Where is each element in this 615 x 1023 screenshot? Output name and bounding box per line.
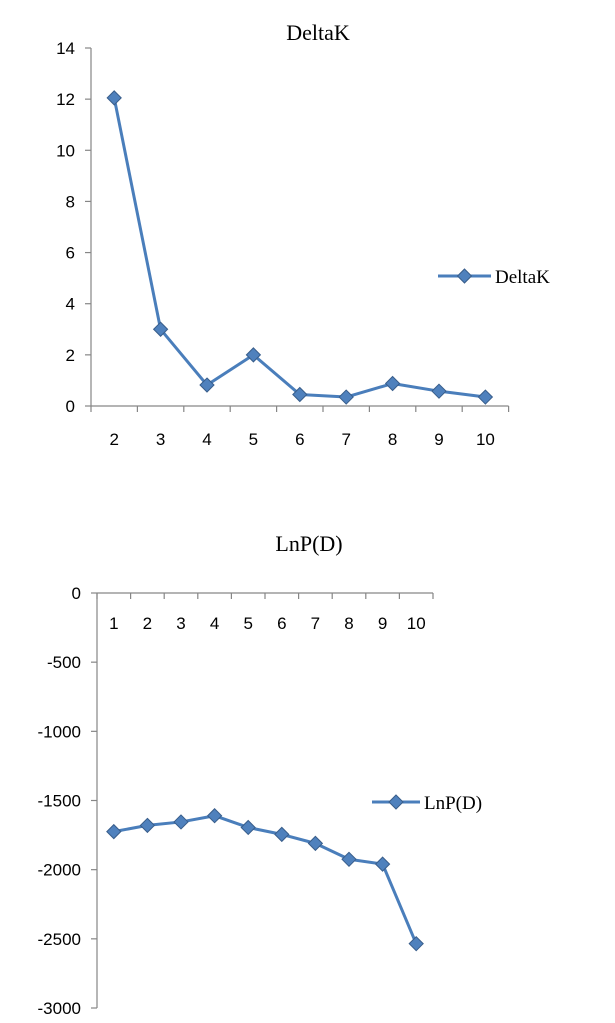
chart-title: LnP(D)	[275, 531, 342, 556]
data-point-marker	[292, 386, 308, 403]
y-tick-label: 8	[66, 192, 75, 211]
data-point-marker	[477, 389, 494, 405]
y-tick-label: 0	[66, 397, 75, 416]
x-tick-label: 9	[378, 614, 387, 633]
x-tick-label: 5	[249, 430, 258, 449]
data-point-marker	[384, 375, 401, 392]
data-point-marker	[274, 826, 290, 843]
x-tick-label: 2	[109, 430, 118, 449]
data-point-marker	[139, 817, 156, 834]
x-tick-label: 2	[143, 614, 152, 633]
x-tick-label: 5	[243, 614, 252, 633]
y-tick-label: -1000	[38, 722, 81, 741]
y-tick-label: 14	[56, 39, 75, 58]
y-tick-label: -2500	[38, 930, 81, 949]
y-tick-label: -2000	[38, 861, 81, 880]
data-point-marker	[106, 823, 122, 840]
x-tick-label: 1	[109, 614, 118, 633]
x-tick-label: 6	[277, 614, 286, 633]
data-point-marker	[206, 808, 223, 824]
legend-swatch-marker	[388, 794, 404, 810]
x-tick-label: 8	[344, 614, 353, 633]
y-tick-label: 0	[72, 584, 81, 603]
x-tick-label: 10	[476, 430, 495, 449]
series-line	[112, 97, 486, 399]
y-tick-label: 10	[56, 141, 75, 160]
x-tick-label: 6	[295, 430, 304, 449]
legend-label: DeltaK	[495, 267, 550, 288]
legend-swatch-marker	[456, 268, 473, 284]
x-tick-label: 7	[311, 614, 320, 633]
legend-label: LnP(D)	[424, 793, 482, 814]
data-point-marker	[152, 321, 169, 337]
y-tick-label: -500	[47, 653, 81, 672]
x-tick-label: 9	[434, 430, 443, 449]
data-point-marker	[106, 90, 122, 106]
y-tick-label: 2	[66, 346, 75, 365]
y-tick-label: 12	[56, 90, 75, 109]
chart-title: DeltaK	[286, 20, 350, 45]
x-tick-label: 4	[210, 614, 219, 633]
data-point-marker	[199, 377, 215, 393]
y-tick-label: 4	[66, 295, 75, 314]
y-tick-label: -1500	[38, 792, 81, 811]
x-tick-label: 3	[176, 614, 185, 633]
data-point-marker	[338, 389, 354, 405]
data-point-marker	[173, 814, 189, 830]
data-point-marker	[408, 935, 424, 952]
data-point-marker	[374, 856, 391, 872]
x-tick-label: 8	[388, 430, 397, 449]
deltak-chart: DeltaK 0 2 4 6 8 10 12 14 2 3 4 5 6 7 8 9 10 DeltaK	[56, 20, 550, 449]
y-tick-label: -3000	[38, 999, 81, 1018]
data-point-marker	[431, 383, 447, 399]
data-point-marker	[245, 347, 262, 363]
data-point-marker	[341, 851, 357, 867]
series-line	[113, 814, 418, 945]
data-point-marker	[240, 819, 256, 836]
x-tick-label: 7	[341, 430, 350, 449]
data-point-marker	[307, 835, 324, 852]
x-tick-label: 3	[156, 430, 165, 449]
x-tick-label: 4	[202, 430, 211, 449]
lnpd-chart: LnP(D) 0 -500 -1000 -1500 -2000 -2500 -3000 1 2 3 4…	[38, 531, 483, 1018]
x-tick-label: 10	[407, 614, 426, 633]
y-tick-label: 6	[66, 244, 75, 263]
